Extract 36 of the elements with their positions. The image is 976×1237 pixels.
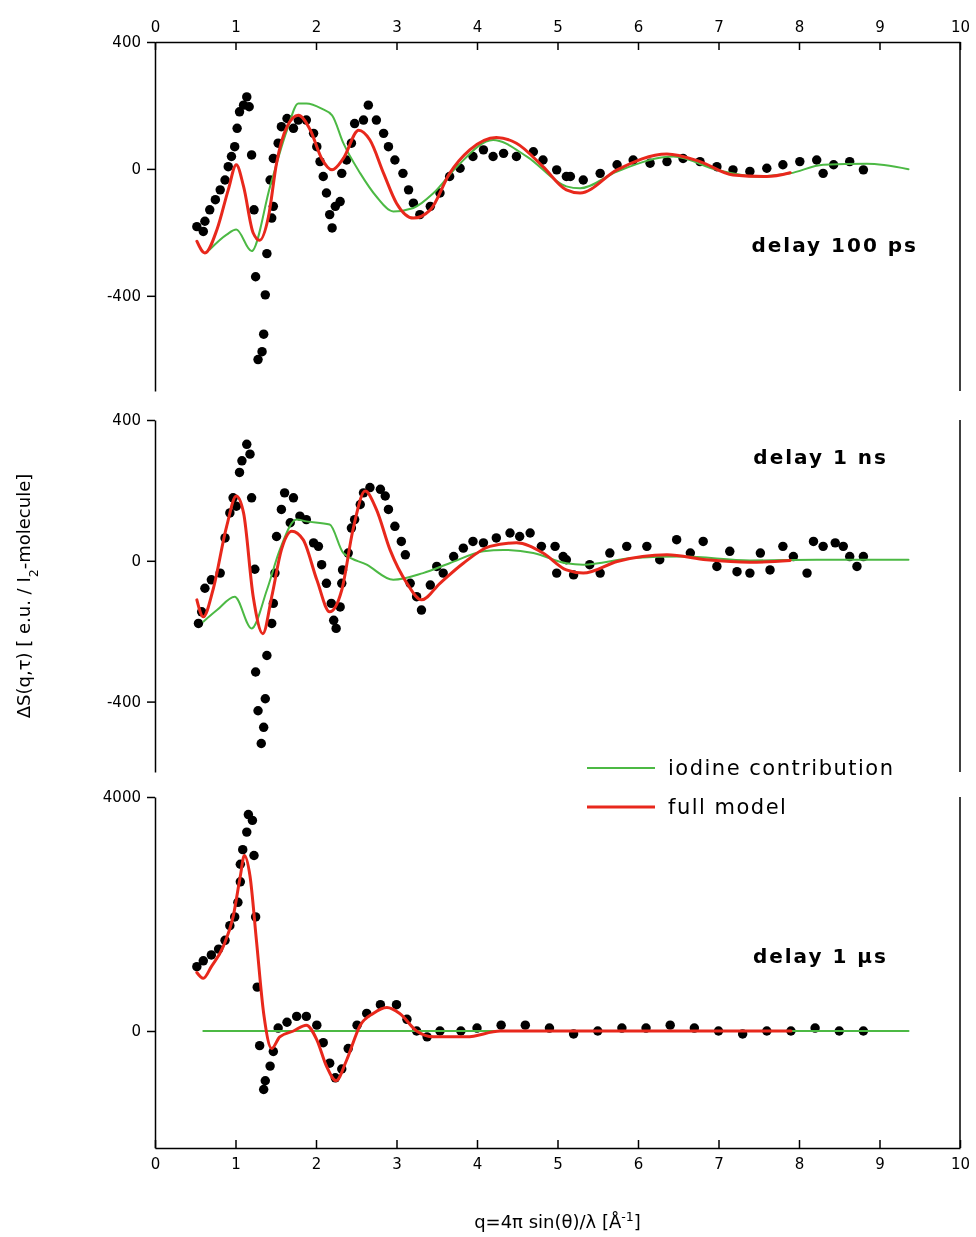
y-tick-label: 4000	[102, 788, 141, 807]
x-tick-label: 9	[875, 18, 885, 36]
x-tick-label: 8	[794, 18, 805, 36]
y-tick-label: -400	[106, 692, 141, 711]
y-tick-label: -400	[106, 287, 141, 306]
legend-label: iodine contribution	[668, 756, 895, 780]
x-tick-label: 10	[950, 1154, 971, 1173]
annotation: delay 1 ns	[753, 445, 888, 469]
legend-label: full model	[668, 795, 788, 819]
x-tick-label: 0	[150, 1154, 161, 1173]
x-tick-label: 4	[472, 18, 483, 36]
x-tick-label: 2	[311, 18, 322, 36]
x-axis-title: q=4π sin(θ)/λ [Å$^{-1}$]	[474, 1208, 641, 1232]
x-tick-label: 5	[553, 1154, 563, 1173]
x-tick-label: 5	[553, 18, 563, 36]
y-tick-label: 0	[131, 1022, 141, 1041]
x-tick-label: 6	[633, 18, 644, 36]
y-tick-label: 400	[112, 411, 141, 430]
x-tick-label: 1	[231, 1154, 241, 1173]
x-tick-label: 2	[311, 1154, 322, 1173]
x-tick-label: 7	[714, 1154, 724, 1173]
x-tick-label: 3	[392, 18, 402, 36]
x-tick-label: 8	[794, 1154, 805, 1173]
x-tick-label: 7	[714, 18, 724, 36]
y-tick-label: 400	[112, 33, 141, 52]
x-tick-label: 10	[950, 18, 971, 36]
x-tick-label: 9	[875, 1154, 885, 1173]
x-tick-label: 0	[150, 18, 161, 36]
annotation: delay 100 ps	[751, 233, 918, 257]
x-tick-label: 3	[392, 1154, 402, 1173]
y-tick-label: 0	[131, 160, 141, 179]
x-tick-label: 4	[472, 1154, 483, 1173]
y-tick-label: 0	[131, 552, 141, 571]
annotation: delay 1 μs	[752, 944, 888, 968]
x-tick-label: 1	[231, 18, 241, 36]
x-tick-label: 6	[633, 1154, 644, 1173]
